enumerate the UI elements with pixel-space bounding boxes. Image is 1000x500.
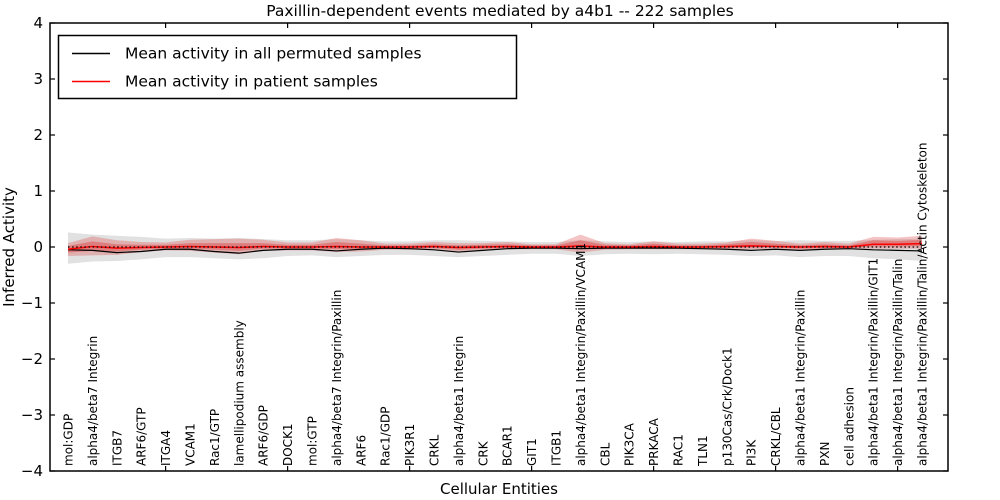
x-axis-label: Cellular Entities — [440, 480, 558, 498]
band-patient-samples-range-outer — [68, 234, 922, 256]
legend-box — [57, 34, 518, 100]
x-category-label: CRKL — [428, 434, 442, 466]
x-category-label: ITGA4 — [159, 430, 173, 466]
x-category-label: Rac1/GDP — [379, 407, 393, 466]
x-category-label: PXN — [818, 442, 832, 466]
series-line-permuted — [67, 247, 923, 254]
x-category-label: p130Cas/Crk/Dock1 — [720, 347, 734, 466]
x-category-label: alpha4/beta1 Integrin — [452, 336, 466, 466]
y-tick-labels-layer: 4 3 2 1 0 −1 −2 −3 −4 — [21, 14, 43, 480]
y-tick-label: −3 — [21, 406, 43, 424]
x-category-label: PRKACA — [647, 417, 661, 466]
confidence-bands-layer — [68, 232, 922, 264]
x-category-label: cell adhesion — [842, 387, 856, 466]
x-category-label: ARF6 — [354, 435, 368, 466]
legend-label-patient: Mean activity in patient samples — [125, 73, 378, 91]
y-tick-label: −2 — [21, 350, 43, 368]
legend-label-permuted: Mean activity in all permuted samples — [125, 45, 422, 63]
y-tick-label: −1 — [21, 294, 43, 312]
chart-title: Paxillin-dependent events mediated by a4… — [266, 2, 734, 20]
x-category-label: GIT1 — [525, 438, 539, 466]
x-category-label: ITGB1 — [550, 430, 564, 466]
x-category-label: CRK — [476, 440, 490, 466]
x-category-label: CRKL/CBL — [769, 407, 783, 466]
x-category-label: mol:GTP — [306, 416, 320, 466]
y-tick-label: −4 — [21, 462, 43, 480]
y-axis-label: Inferred Activity — [0, 187, 18, 307]
x-category-label: PI3K — [745, 439, 759, 466]
x-category-label: DOCK1 — [281, 423, 295, 466]
x-category-label: BCAR1 — [501, 425, 515, 466]
x-category-label: VCAM1 — [184, 423, 198, 466]
x-category-label: mol:GDP — [62, 414, 76, 466]
y-tick-label: 4 — [33, 14, 43, 32]
y-tick-label: 3 — [33, 70, 43, 88]
plot-frame — [49, 22, 949, 472]
x-category-label: alpha4/beta1 Integrin/Paxillin/Talin/Act… — [916, 143, 930, 466]
y-tick-label: 2 — [33, 126, 43, 144]
x-category-label: ARF6/GDP — [257, 405, 271, 466]
x-category-label: CBL — [598, 442, 612, 466]
x-category-label: PIK3R1 — [403, 424, 417, 466]
x-category-label: alpha4/beta1 Integrin/Paxillin/GIT1 — [867, 258, 881, 466]
y-tick-label: 0 — [33, 238, 43, 256]
x-category-label: Rac1/GTP — [208, 409, 222, 466]
band-permuted-samples-range — [68, 232, 922, 264]
x-category-label: alpha4/beta1 Integrin/Paxillin/VCAM1 — [574, 243, 588, 466]
x-category-label: alpha4/beta1 Integrin/Paxillin/Talin — [891, 259, 905, 466]
x-category-label: ARF6/GTP — [135, 407, 149, 466]
x-category-label: ITGB7 — [110, 430, 124, 466]
x-category-label: alpha4/beta1 Integrin/Paxillin — [794, 290, 808, 466]
x-category-label: alpha4/beta7 Integrin — [86, 336, 100, 466]
legend: Mean activity in all permuted samples Me… — [57, 34, 518, 100]
x-category-label: RAC1 — [672, 434, 686, 466]
x-category-label: lamellipodium assembly — [232, 320, 246, 466]
x-category-labels-layer: mol:GDP alpha4/beta7 Integrin ITGB7 ARF6/GT… — [62, 143, 930, 467]
x-category-label: TLN1 — [696, 435, 710, 467]
series-lines-layer — [67, 242, 923, 254]
y-tick-label: 1 — [33, 182, 43, 200]
x-category-label: PIK3CA — [623, 422, 637, 466]
x-category-label: alpha4/beta7 Integrin/Paxillin — [330, 290, 344, 466]
